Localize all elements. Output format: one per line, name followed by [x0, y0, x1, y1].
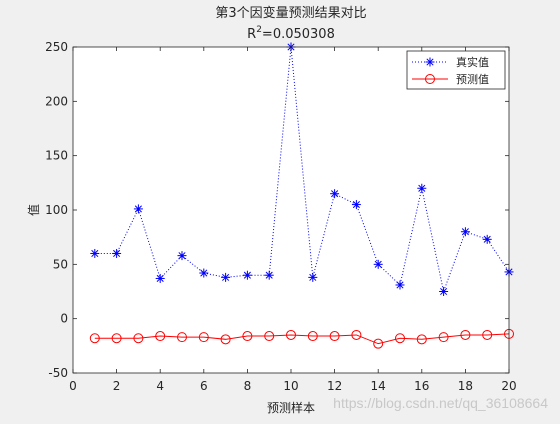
data-point-predicted — [111, 333, 122, 344]
x-tick-label: 14 — [371, 379, 386, 393]
data-point-predicted — [286, 329, 296, 340]
y-tick-label: 100 — [45, 203, 68, 217]
x-tick-label: 0 — [69, 379, 77, 393]
data-point-predicted — [133, 333, 144, 344]
legend-asterisk-icon — [425, 57, 435, 67]
data-point-actual — [308, 272, 318, 282]
data-point-predicted — [89, 333, 100, 344]
y-tick-label: 0 — [60, 312, 68, 326]
x-tick-label: 16 — [414, 379, 429, 393]
data-point-predicted — [438, 332, 449, 343]
data-point-predicted — [416, 334, 427, 345]
legend-label-predicted: 预测值 — [456, 73, 489, 86]
x-tick-label: 10 — [283, 379, 298, 393]
x-tick-label: 12 — [327, 379, 342, 393]
data-point-actual — [439, 287, 449, 296]
x-tick-label: 4 — [156, 379, 164, 393]
x-tick-label: 6 — [200, 379, 208, 393]
data-point-actual — [112, 248, 122, 258]
data-point-actual — [264, 270, 274, 280]
data-point-actual — [90, 248, 100, 258]
x-tick-label: 18 — [458, 379, 473, 393]
data-point-predicted — [329, 331, 340, 342]
data-point-actual — [482, 234, 492, 244]
data-point-predicted — [198, 332, 209, 343]
series-line-predicted — [94, 333, 510, 345]
legend-marker-actual — [425, 57, 435, 67]
data-point-actual — [221, 272, 231, 282]
data-point-actual — [395, 280, 405, 290]
data-point-actual — [242, 270, 252, 280]
data-point-predicted — [220, 334, 231, 345]
series-layer — [89, 42, 514, 349]
x-tick-label: 20 — [501, 379, 516, 393]
data-point-actual — [133, 204, 143, 214]
data-point-predicted — [177, 332, 187, 343]
data-point-predicted — [395, 333, 405, 344]
y-tick-label: 150 — [45, 149, 68, 163]
data-point-predicted — [460, 329, 471, 340]
data-point-actual — [177, 251, 187, 261]
chart-subtitle: R2=0.050308 — [247, 25, 335, 42]
y-tick-label: -50 — [48, 366, 68, 380]
data-point-predicted — [155, 331, 166, 342]
y-tick-label: 200 — [45, 94, 68, 108]
x-tick-label: 2 — [113, 379, 121, 393]
data-point-actual — [199, 268, 209, 278]
legend-marker-predicted — [425, 74, 435, 84]
data-point-actual — [155, 273, 165, 283]
chart-title: 第3个因变量预测结果对比 — [215, 5, 366, 21]
watermark-text: https://blog.csdn.net/qq_36108664 — [333, 395, 548, 411]
data-point-predicted — [307, 331, 318, 342]
data-point-actual — [373, 259, 383, 269]
y-tick-label: 250 — [45, 40, 68, 54]
y-tick-label: 50 — [53, 257, 68, 271]
subtitle-base: R — [247, 27, 256, 42]
legend: 真实值 预测值 — [406, 50, 506, 90]
subtitle-superscript: 2 — [256, 25, 262, 35]
subtitle-value: =0.050308 — [262, 27, 335, 42]
data-point-predicted — [242, 331, 253, 342]
y-axis-label: 值 — [26, 204, 41, 216]
data-point-actual — [460, 227, 470, 237]
x-axis-label: 预测样本 — [267, 400, 315, 415]
legend-box — [406, 50, 506, 90]
legend-label-actual: 真实值 — [456, 55, 489, 69]
data-point-actual — [351, 200, 361, 210]
data-point-predicted — [482, 329, 493, 340]
data-point-actual — [330, 189, 340, 199]
data-point-predicted — [373, 338, 384, 349]
data-point-predicted — [351, 329, 362, 340]
x-tick-label: 8 — [244, 379, 252, 393]
data-point-predicted — [264, 331, 275, 342]
data-point-actual — [417, 183, 427, 193]
plot-area — [73, 47, 509, 373]
